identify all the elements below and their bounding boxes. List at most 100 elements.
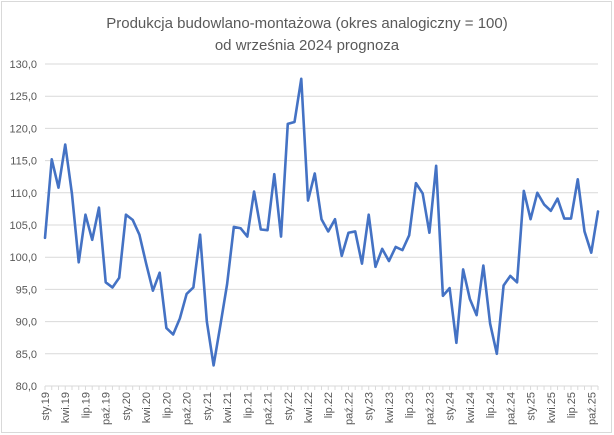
y-tick-label: 130,0	[9, 59, 37, 71]
chart-title: Produkcja budowlano-montażowa (okres ana…	[106, 15, 508, 32]
y-tick-label: 90,0	[16, 317, 37, 329]
y-tick-label: 125,0	[9, 91, 37, 103]
x-tick-label: kwi.22	[303, 392, 315, 423]
x-tick-label: lip.21	[242, 392, 254, 418]
x-tick-label: paź.24	[505, 392, 517, 425]
data-point	[368, 213, 370, 215]
data-point	[455, 342, 457, 344]
x-tick-label: paź.20	[182, 392, 194, 425]
data-point	[300, 78, 302, 80]
data-point	[583, 230, 585, 232]
data-point	[111, 286, 113, 288]
x-tick-label: kwi.19	[60, 392, 72, 423]
data-point	[428, 232, 430, 234]
data-point	[563, 217, 565, 219]
data-point	[280, 235, 282, 237]
y-tick-label: 100,0	[9, 252, 37, 264]
data-point	[179, 317, 181, 319]
data-point	[185, 293, 187, 295]
x-tick-label: lip.19	[80, 392, 92, 418]
x-tick-label: lip.25	[566, 392, 578, 418]
data-point	[84, 213, 86, 215]
x-tick-label: lip.24	[485, 392, 497, 418]
x-tick-label: lip.22	[323, 392, 335, 418]
data-point	[448, 287, 450, 289]
data-point	[253, 190, 255, 192]
data-point	[152, 289, 154, 291]
data-point	[98, 206, 100, 208]
data-point	[529, 218, 531, 220]
data-point	[482, 264, 484, 266]
data-point	[233, 226, 235, 228]
data-point	[293, 121, 295, 123]
data-point	[415, 182, 417, 184]
x-tick-label: lip.23	[404, 392, 416, 418]
data-point	[57, 186, 59, 188]
y-tick-label: 85,0	[16, 349, 37, 361]
data-point	[361, 262, 363, 264]
data-point	[118, 277, 120, 279]
x-tick-label: kwi.25	[546, 392, 558, 423]
data-point	[206, 320, 208, 322]
data-point	[523, 190, 525, 192]
x-tick-label: kwi.23	[384, 392, 396, 423]
data-point	[435, 165, 437, 167]
data-point	[421, 192, 423, 194]
data-point	[246, 235, 248, 237]
chart-subtitle: od września 2024 prognoza	[214, 37, 400, 54]
x-tick-label: sty.21	[202, 392, 214, 421]
data-point	[131, 219, 133, 221]
x-tick-label: sty.23	[364, 392, 376, 421]
data-point	[496, 353, 498, 355]
data-point	[509, 275, 511, 277]
data-point	[394, 246, 396, 248]
data-point	[64, 143, 66, 145]
data-point	[408, 234, 410, 236]
data-point	[314, 172, 316, 174]
data-point	[71, 193, 73, 195]
data-point	[442, 295, 444, 297]
data-point	[138, 233, 140, 235]
data-point	[199, 233, 201, 235]
data-point	[597, 210, 599, 212]
data-point	[502, 284, 504, 286]
data-point	[239, 227, 241, 229]
x-tick-label: sty.22	[283, 392, 295, 421]
data-point	[145, 262, 147, 264]
data-point	[543, 203, 545, 205]
data-point	[165, 327, 167, 329]
x-tick-label: sty.19	[40, 392, 52, 421]
data-point	[91, 239, 93, 241]
data-point	[556, 197, 558, 199]
data-point	[577, 178, 579, 180]
data-point	[104, 281, 106, 283]
data-point	[347, 232, 349, 234]
x-tick-label: lip.20	[161, 392, 173, 418]
x-tick-label: sty.25	[526, 392, 538, 421]
data-point	[401, 249, 403, 251]
y-tick-label: 95,0	[16, 284, 37, 296]
data-point	[266, 229, 268, 231]
data-point	[475, 314, 477, 316]
data-point	[327, 230, 329, 232]
data-point	[78, 261, 80, 263]
y-tick-label: 105,0	[9, 220, 37, 232]
data-point	[192, 286, 194, 288]
y-tick-label: 110,0	[10, 188, 37, 200]
data-point	[462, 268, 464, 270]
x-tick-label: paź.21	[263, 392, 275, 425]
data-point	[354, 230, 356, 232]
series-line	[43, 77, 600, 367]
data-point	[158, 271, 160, 273]
data-point	[226, 283, 228, 285]
data-point	[381, 248, 383, 250]
data-point	[307, 199, 309, 201]
x-tick-label: paź.22	[343, 392, 355, 425]
data-point	[287, 123, 289, 125]
data-point	[125, 213, 127, 215]
data-point	[516, 281, 518, 283]
data-point	[51, 158, 53, 160]
data-point	[44, 237, 46, 239]
data-point	[550, 210, 552, 212]
